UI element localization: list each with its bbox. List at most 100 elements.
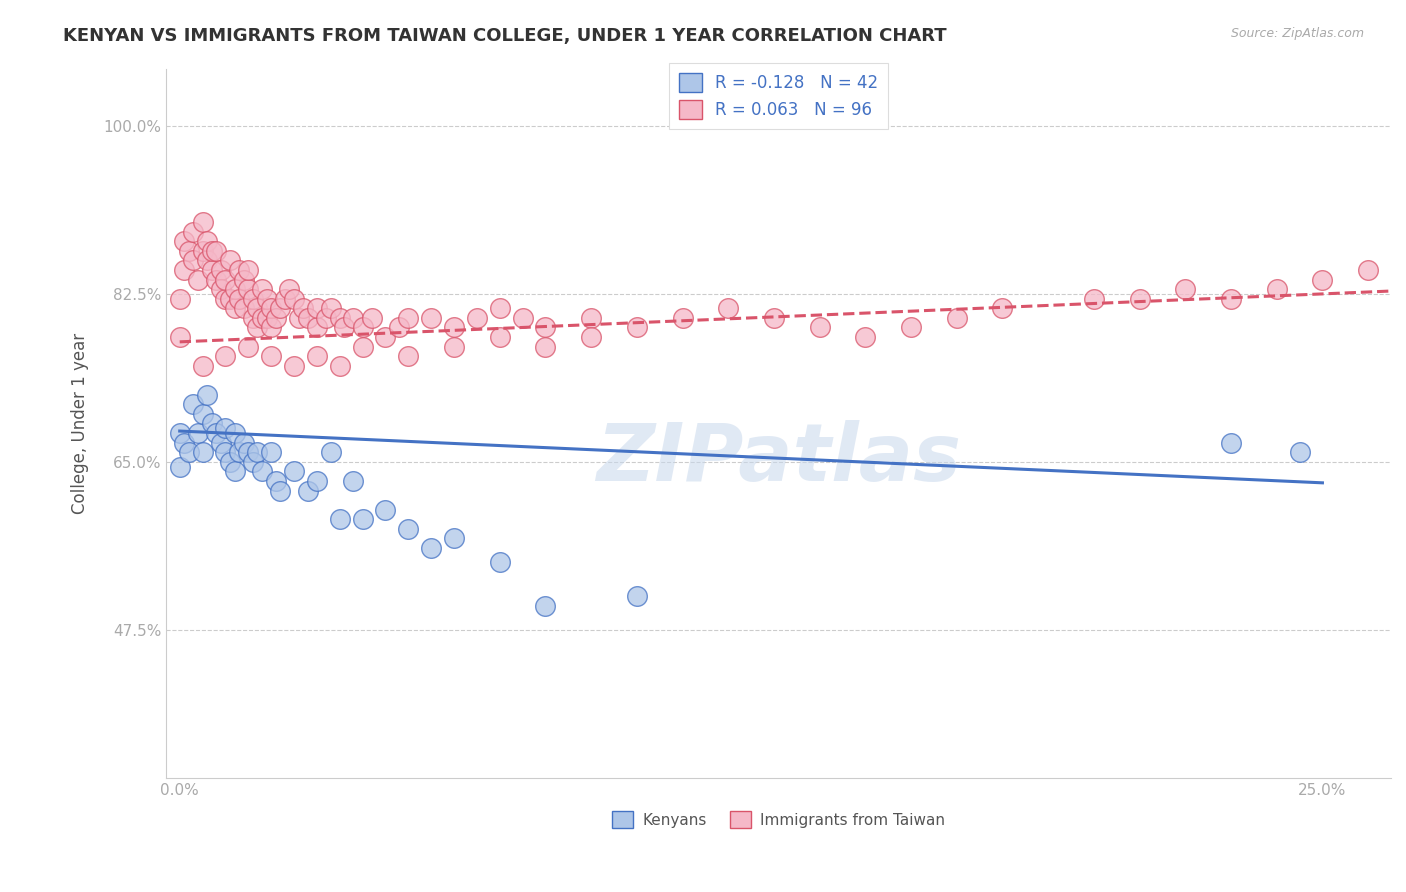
Point xyxy=(260,301,283,316)
Point xyxy=(209,282,232,296)
Point xyxy=(443,340,465,354)
Point xyxy=(329,359,352,373)
Point xyxy=(191,359,214,373)
Point xyxy=(238,340,260,354)
Point xyxy=(219,455,242,469)
Point xyxy=(209,435,232,450)
Point xyxy=(853,330,876,344)
Point xyxy=(1083,292,1105,306)
Point xyxy=(360,310,382,325)
Point xyxy=(250,282,273,296)
Point xyxy=(177,244,200,258)
Point xyxy=(169,459,191,474)
Point xyxy=(1174,282,1197,296)
Point xyxy=(287,310,309,325)
Point xyxy=(396,310,419,325)
Point xyxy=(305,320,328,334)
Point xyxy=(173,263,195,277)
Point xyxy=(183,225,205,239)
Point xyxy=(224,425,246,440)
Point xyxy=(214,421,236,435)
Text: Source: ZipAtlas.com: Source: ZipAtlas.com xyxy=(1230,27,1364,40)
Point xyxy=(183,397,205,411)
Point xyxy=(333,320,356,334)
Point xyxy=(292,301,315,316)
Point xyxy=(352,320,374,334)
Point xyxy=(945,310,967,325)
Point xyxy=(305,474,328,488)
Point xyxy=(269,301,291,316)
Point xyxy=(242,455,264,469)
Point xyxy=(219,253,242,268)
Point xyxy=(762,310,785,325)
Point xyxy=(305,301,328,316)
Point xyxy=(297,483,319,498)
Point xyxy=(256,310,278,325)
Point xyxy=(187,425,209,440)
Point xyxy=(228,292,250,306)
Point xyxy=(209,263,232,277)
Point xyxy=(214,445,236,459)
Point xyxy=(183,253,205,268)
Point xyxy=(214,272,236,286)
Text: ZIPatlas: ZIPatlas xyxy=(596,420,960,498)
Point xyxy=(187,272,209,286)
Point xyxy=(246,445,269,459)
Point xyxy=(342,310,364,325)
Point xyxy=(534,340,557,354)
Point xyxy=(512,310,534,325)
Point xyxy=(671,310,693,325)
Point xyxy=(238,282,260,296)
Point xyxy=(169,330,191,344)
Point xyxy=(1265,282,1288,296)
Point xyxy=(534,599,557,613)
Point xyxy=(191,407,214,421)
Point xyxy=(264,310,287,325)
Point xyxy=(228,445,250,459)
Point xyxy=(1357,263,1379,277)
Point xyxy=(329,512,352,526)
Point xyxy=(626,589,648,603)
Point xyxy=(219,292,242,306)
Point xyxy=(214,292,236,306)
Point xyxy=(256,292,278,306)
Point xyxy=(991,301,1014,316)
Point xyxy=(443,532,465,546)
Point xyxy=(260,320,283,334)
Point xyxy=(224,301,246,316)
Point xyxy=(297,310,319,325)
Point xyxy=(246,320,269,334)
Point xyxy=(579,330,602,344)
Point xyxy=(388,320,411,334)
Point xyxy=(1129,292,1152,306)
Point xyxy=(900,320,922,334)
Point xyxy=(283,359,305,373)
Point xyxy=(534,320,557,334)
Point xyxy=(579,310,602,325)
Point xyxy=(443,320,465,334)
Text: KENYAN VS IMMIGRANTS FROM TAIWAN COLLEGE, UNDER 1 YEAR CORRELATION CHART: KENYAN VS IMMIGRANTS FROM TAIWAN COLLEGE… xyxy=(63,27,946,45)
Point xyxy=(274,292,297,306)
Point xyxy=(374,502,396,516)
Point xyxy=(1220,292,1243,306)
Point xyxy=(238,445,260,459)
Point xyxy=(264,474,287,488)
Point xyxy=(315,310,337,325)
Point xyxy=(201,417,224,431)
Point xyxy=(214,349,236,363)
Point xyxy=(250,464,273,478)
Point xyxy=(169,425,191,440)
Point xyxy=(488,556,510,570)
Point xyxy=(626,320,648,334)
Point xyxy=(191,244,214,258)
Y-axis label: College, Under 1 year: College, Under 1 year xyxy=(72,333,89,514)
Point xyxy=(396,522,419,536)
Point xyxy=(717,301,740,316)
Point xyxy=(1312,272,1334,286)
Point xyxy=(177,445,200,459)
Point xyxy=(228,263,250,277)
Point xyxy=(195,234,218,248)
Point xyxy=(173,435,195,450)
Point xyxy=(278,282,301,296)
Legend: Kenyans, Immigrants from Taiwan: Kenyans, Immigrants from Taiwan xyxy=(606,805,952,834)
